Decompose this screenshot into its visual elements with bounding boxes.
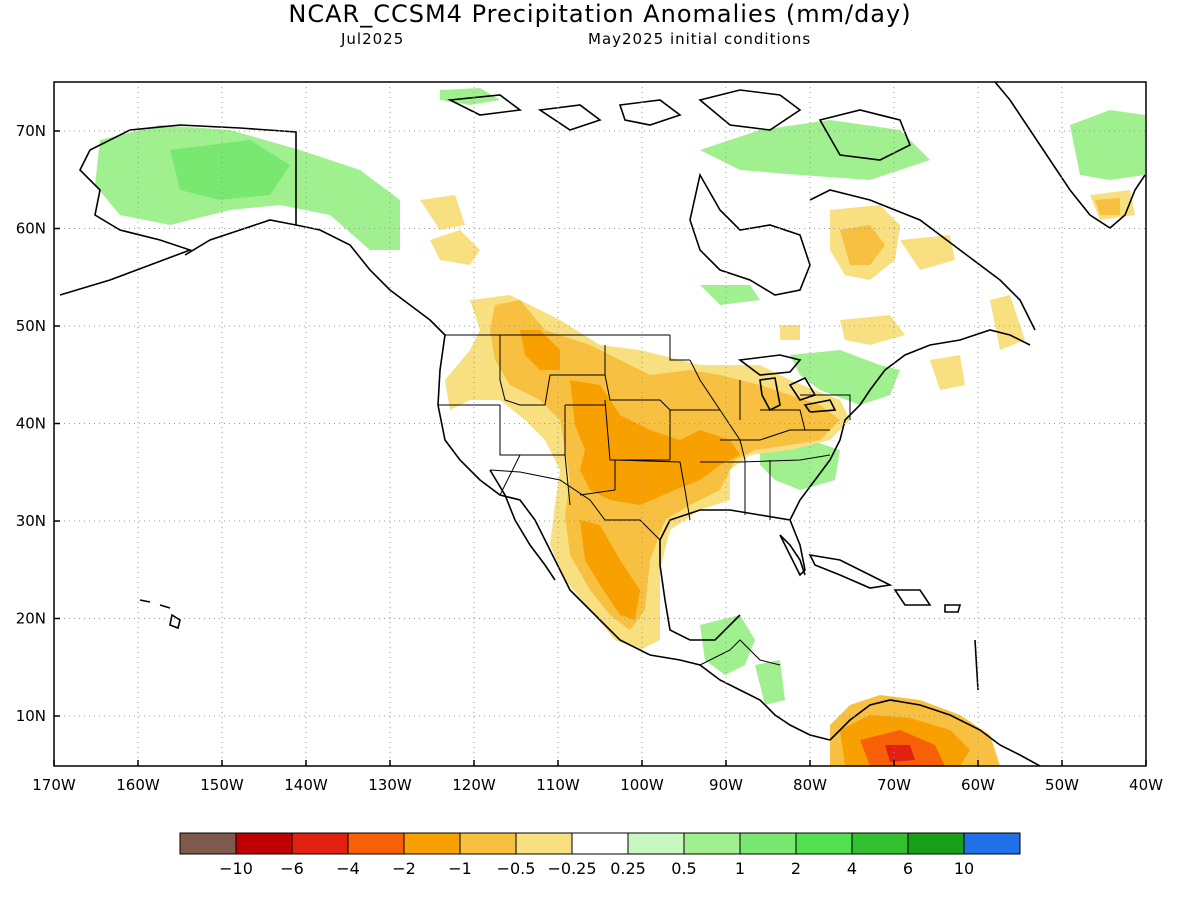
latitude-label: 40N — [16, 415, 46, 433]
valid-month-label: Jul2025 — [341, 30, 405, 48]
colorbar-swatch — [627, 832, 685, 855]
colorbar-swatch — [291, 832, 349, 855]
colorbar-swatch — [795, 832, 853, 855]
colorbar-swatch — [459, 832, 517, 855]
coastlines — [59, 82, 1146, 766]
colorbar-label: −10 — [219, 859, 253, 878]
colorbar-label: −0.25 — [547, 859, 596, 878]
longitude-label: 70W — [877, 776, 911, 794]
colorbar-swatch — [179, 832, 237, 855]
axis-ticks — [53, 130, 1147, 766]
colorbar-label: −1 — [448, 859, 472, 878]
colorbar-label: 6 — [903, 859, 913, 878]
latitude-label: 60N — [16, 220, 46, 238]
colorbar-label: 1 — [735, 859, 745, 878]
longitude-label: 170W — [32, 776, 76, 794]
colorbar-swatch — [403, 832, 461, 855]
colorbar-labels: −10 −6 −4 −2 −1 −0.5 −0.25 0.25 0.5 1 2 4 6 10 — [219, 859, 974, 878]
colorbar-swatch — [963, 832, 1021, 855]
colorbar-label: −2 — [392, 859, 416, 878]
colorbar-swatch — [235, 832, 293, 855]
colorbar-label: 0.5 — [671, 859, 696, 878]
longitude-label: 90W — [709, 776, 743, 794]
latitude-label: 30N — [16, 512, 46, 530]
wet-anomaly-greenland — [1070, 110, 1145, 180]
colorbar-label: 4 — [847, 859, 857, 878]
latitude-label: 10N — [16, 707, 46, 725]
map-title: NCAR_CCSM4 Precipitation Anomalies (mm/d… — [288, 0, 912, 28]
colorbar-label: 0.25 — [610, 859, 646, 878]
longitude-label: 150W — [200, 776, 244, 794]
colorbar-label: −4 — [336, 859, 360, 878]
longitude-labels: 170W 160W 150W 140W 130W 120W 110W 100W 90W 80W 70… — [32, 776, 1163, 794]
anomaly-shading — [95, 88, 1145, 766]
colorbar-label: −6 — [280, 859, 304, 878]
longitude-label: 60W — [961, 776, 995, 794]
longitude-label: 130W — [368, 776, 412, 794]
country-borders — [295, 132, 781, 666]
latitude-label: 50N — [16, 317, 46, 335]
colorbar-label: 10 — [954, 859, 974, 878]
colorbar-swatch — [515, 832, 573, 855]
colorbar — [179, 832, 1021, 855]
longitude-label: 100W — [620, 776, 664, 794]
longitude-label: 120W — [452, 776, 496, 794]
colorbar-swatch — [907, 832, 965, 855]
longitude-label: 80W — [793, 776, 827, 794]
colorbar-label: 2 — [791, 859, 801, 878]
state-borders — [438, 334, 851, 521]
graticule — [54, 82, 1146, 766]
dry-anomaly-western-canada — [420, 195, 465, 230]
colorbar-label: −0.5 — [497, 859, 536, 878]
latitude-label: 70N — [16, 122, 46, 140]
wet-anomaly-southeast-us — [760, 440, 840, 490]
latitude-labels: 70N 60N 50N 40N 30N 20N 10N — [16, 122, 46, 725]
longitude-label: 160W — [116, 776, 160, 794]
colorbar-swatch — [347, 832, 405, 855]
colorbar-swatch — [683, 832, 741, 855]
longitude-label: 110W — [536, 776, 580, 794]
colorbar-swatch — [739, 832, 797, 855]
colorbar-swatch — [571, 832, 629, 855]
wet-anomaly-central-america — [700, 615, 755, 675]
initial-conditions-label: May2025 initial conditions — [588, 30, 812, 48]
longitude-label: 50W — [1045, 776, 1079, 794]
wet-anomaly-northern-canada — [700, 120, 930, 180]
latitude-label: 20N — [16, 610, 46, 628]
longitude-label: 140W — [284, 776, 328, 794]
colorbar-swatch — [851, 832, 909, 855]
longitude-label: 40W — [1129, 776, 1163, 794]
